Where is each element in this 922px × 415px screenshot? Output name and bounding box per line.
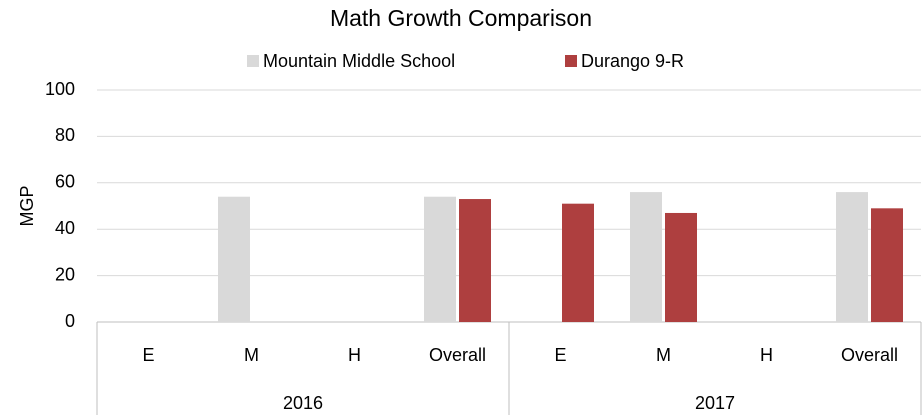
y-tick-label: 60 [55,172,75,192]
legend-label: Mountain Middle School [263,51,455,71]
y-tick-label: 80 [55,125,75,145]
bar [424,196,456,322]
y-axis-label: MGP [17,185,37,226]
x-tick-label: M [656,345,671,365]
x-tick-label: Overall [429,345,486,365]
y-tick-label: 40 [55,218,75,238]
bar [665,212,697,322]
chart-title: Math Growth Comparison [330,5,592,31]
x-tick-label: E [554,345,566,365]
group-label: 2017 [695,393,735,413]
group-label: 2016 [283,393,323,413]
x-tick-label: E [142,345,154,365]
y-tick-label: 0 [65,311,75,331]
legend-swatch [565,55,577,67]
bar [871,208,903,322]
legend-swatch [247,55,259,67]
bar [459,199,491,322]
bar [562,203,594,322]
x-tick-label: M [244,345,259,365]
bar [630,192,662,322]
x-tick-label: H [760,345,773,365]
x-tick-label: H [348,345,361,365]
y-tick-label: 20 [55,264,75,284]
bar [836,192,868,322]
x-tick-label: Overall [841,345,898,365]
y-tick-label: 100 [45,79,75,99]
legend-label: Durango 9-R [581,51,684,71]
bar [218,196,250,322]
